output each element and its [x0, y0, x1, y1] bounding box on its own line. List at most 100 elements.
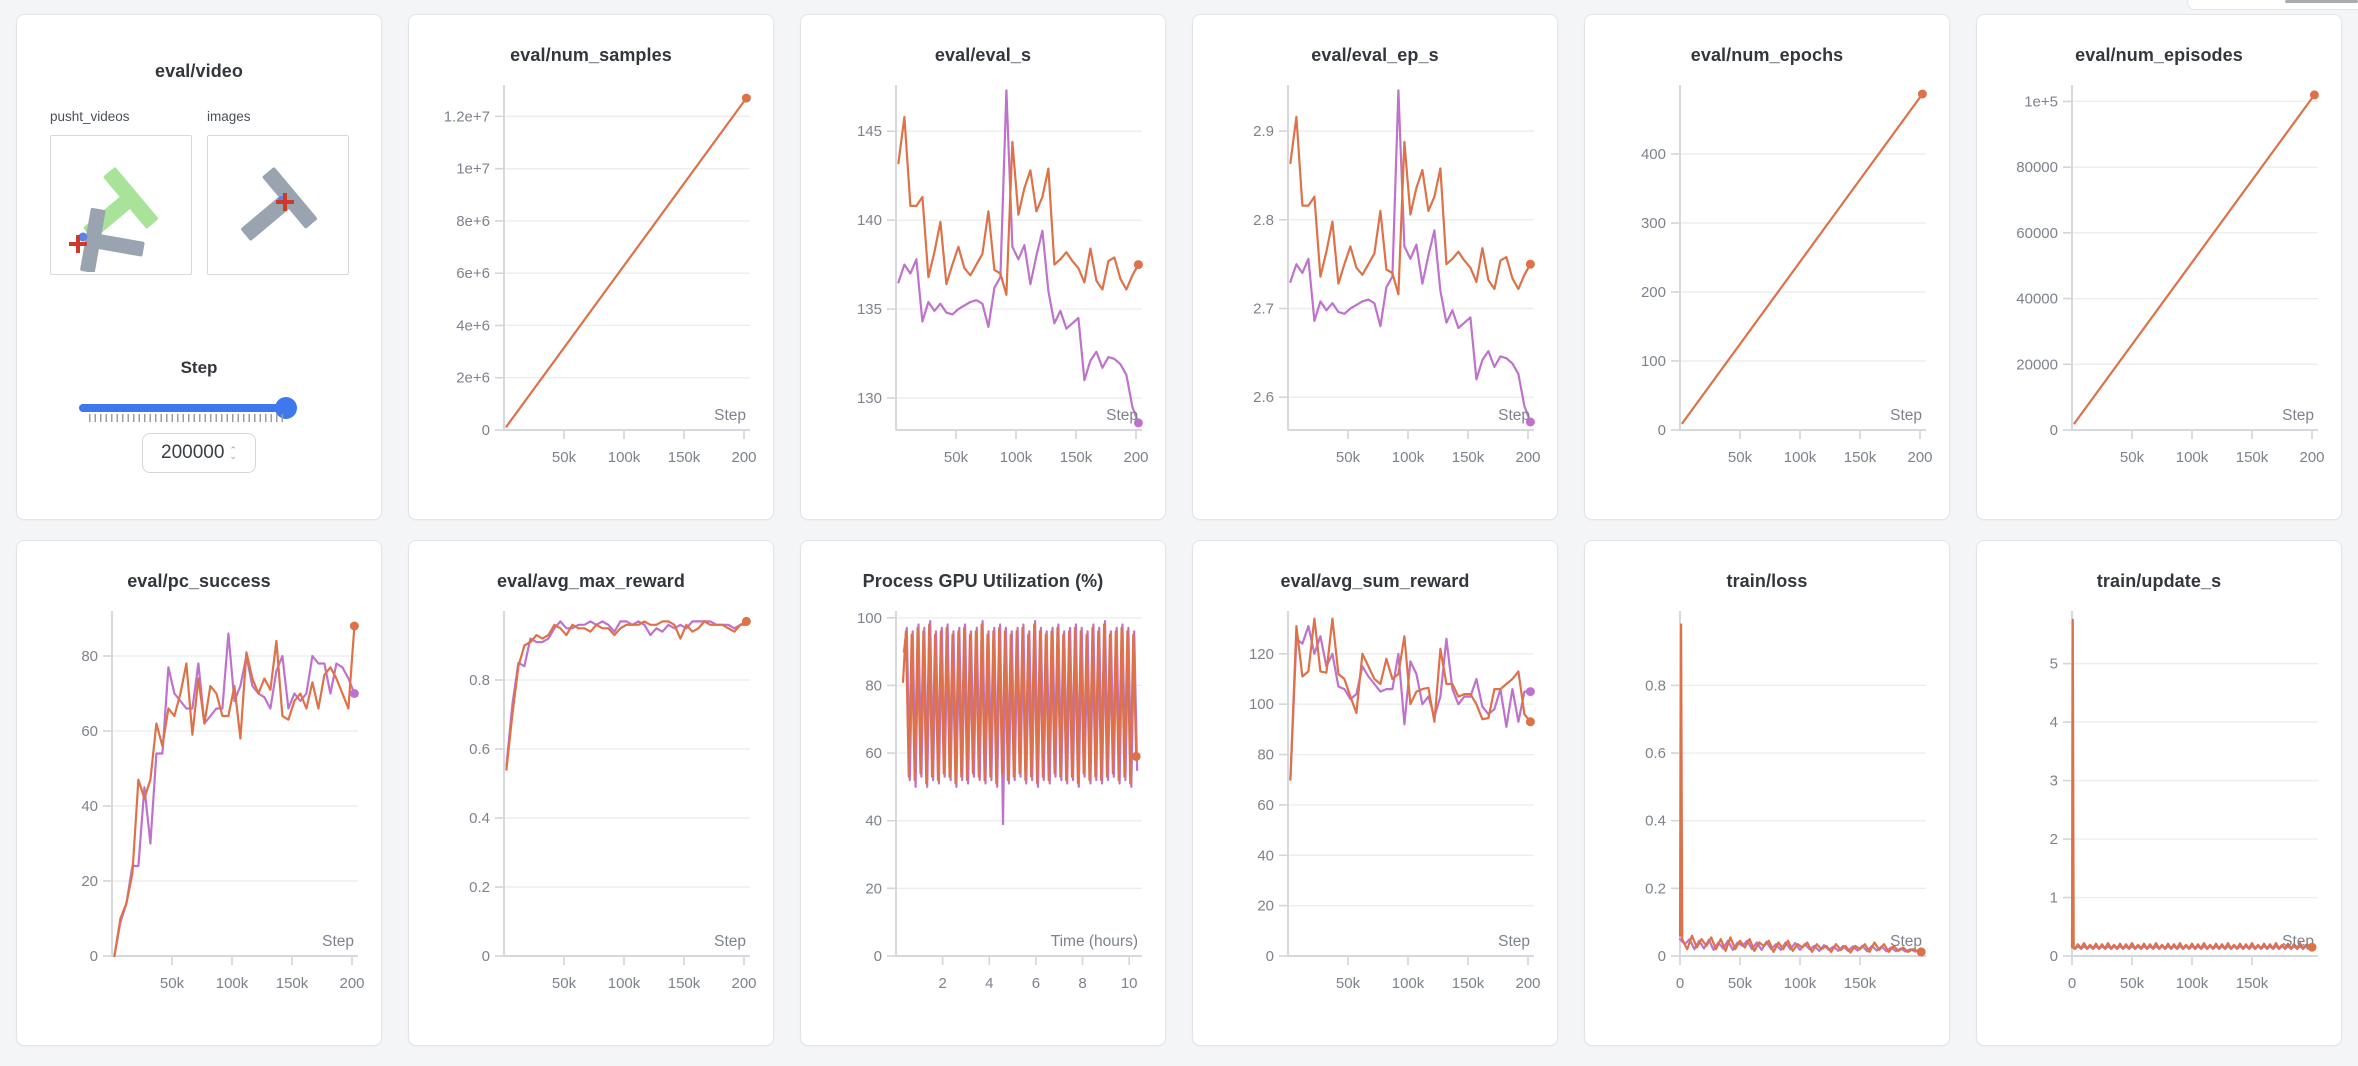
- images-frame: [241, 167, 318, 241]
- y-tick-label: 3: [2050, 773, 2058, 790]
- media-thumb-pusht-videos[interactable]: [50, 135, 192, 275]
- y-tick-label: 40000: [2016, 291, 2058, 308]
- x-tick-label: 4: [985, 975, 993, 992]
- x-axis-label: Step: [1498, 407, 1530, 424]
- chart-canvas-eval-eval-ep-s: 2.6 2.7 2.8 2.9 50k 100k 150k 200 Step: [1253, 85, 1541, 466]
- x-tick-label: 100k: [608, 975, 641, 992]
- chart-body: 0 20000 40000 60000 80000 1e+5 50k 100k 150k 200 S…: [1977, 70, 2341, 495]
- y-tick-label: 4: [2050, 714, 2058, 731]
- series-line-orange: [897, 115, 1140, 296]
- x-tick-label: 200: [731, 449, 756, 466]
- series-end-dot-purple: [1525, 417, 1535, 427]
- series-line-orange: [505, 620, 748, 771]
- y-tick-label: 0.2: [1645, 880, 1666, 897]
- chart-panel-eval-avg-sum-reward[interactable]: eval/avg_sum_reward 0 20 40 60 80 100 120 50k 10…: [1192, 540, 1558, 1046]
- scrollbar-fragment[interactable]: [2285, 0, 2358, 3]
- y-tick-label: 2.8: [1253, 212, 1274, 229]
- chart-panel-eval-pc-success[interactable]: eval/pc_success 0 20 40 60 80 50k 100k 150k 200 S…: [16, 540, 382, 1046]
- y-tick-label: 0.8: [1645, 677, 1666, 694]
- chart-canvas-train-loss: 0 0.2 0.4 0.6 0.8 0 50k 100k 150k Step: [1645, 611, 1926, 992]
- x-tick-label: 50k: [552, 449, 577, 466]
- x-tick-label: 150k: [2236, 975, 2269, 992]
- y-tick-label: 300: [1641, 215, 1666, 232]
- x-tick-label: 150k: [276, 975, 309, 992]
- stepper-down-icon[interactable]: ⌄: [229, 451, 237, 461]
- y-tick-label: 2.6: [1253, 389, 1274, 406]
- chart-panel-eval-num-samples[interactable]: eval/num_samples 0 2e+6 4e+6 6e+6 8e+6 1e+7 1.…: [408, 14, 774, 520]
- chart-panel-eval-num-episodes[interactable]: eval/num_episodes 0 20000 40000 60000 80000 1…: [1976, 14, 2342, 520]
- series-end-dot-orange: [1916, 947, 1926, 957]
- gray-t-shape: [241, 167, 318, 241]
- pusht-video-frame: [69, 167, 159, 273]
- x-axis-label: Step: [1498, 933, 1530, 950]
- chart-panel-eval-num-epochs[interactable]: eval/num_epochs 0 100 200 300 400 50k 100k 150k…: [1584, 14, 1950, 520]
- stepper-up-icon[interactable]: ⌃: [229, 445, 237, 455]
- gray-t-shape: [80, 207, 145, 273]
- x-tick-label: 150k: [2236, 449, 2269, 466]
- chart-panel-train-loss[interactable]: train/loss 0 0.2 0.4 0.6 0.8 0 50k 100k 150k Step: [1584, 540, 1950, 1046]
- chart-panel-eval-eval-ep-s[interactable]: eval/eval_ep_s 2.6 2.7 2.8 2.9 50k 100k 150k 20…: [1192, 14, 1558, 520]
- series-end-dot-orange: [1525, 717, 1535, 727]
- chart-title: Process GPU Utilization (%): [862, 571, 1104, 591]
- y-tick-label: 200: [1641, 284, 1666, 301]
- y-tick-label: 8e+6: [456, 213, 490, 230]
- chart-body: 2.6 2.7 2.8 2.9 50k 100k 150k 200 Step: [1193, 70, 1557, 495]
- series-line-purple: [897, 89, 1140, 424]
- y-tick-label: 1: [2050, 890, 2058, 907]
- x-tick-label: 50k: [1336, 975, 1361, 992]
- chart-canvas-eval-num-samples: 0 2e+6 4e+6 6e+6 8e+6 1e+7 1.2e+7 50k 100k 150k 20…: [444, 85, 757, 466]
- partial-panel-above: [2187, 0, 2358, 10]
- x-axis-label: Step: [714, 933, 746, 950]
- y-tick-label: 1.2e+7: [444, 108, 490, 125]
- chart-body: 130 135 140 145 50k 100k 150k 200 Step: [801, 70, 1165, 495]
- x-tick-label: 150k: [1060, 449, 1093, 466]
- series-line-orange: [1681, 92, 1924, 425]
- y-tick-label: 60: [81, 723, 98, 740]
- series-end-dot-orange: [1525, 259, 1535, 269]
- x-axis-label: Time (hours): [1051, 933, 1138, 950]
- slider-track[interactable]: [79, 397, 297, 419]
- chart-body: 0 100 200 300 400 50k 100k 150k 200 Step: [1585, 70, 1949, 495]
- x-tick-label: 50k: [1728, 449, 1753, 466]
- chart-panel-eval-eval-s[interactable]: eval/eval_s 130 135 140 145 50k 100k 150k 200 St…: [800, 14, 1166, 520]
- y-tick-label: 2: [2050, 831, 2058, 848]
- step-slider[interactable]: [79, 397, 297, 419]
- x-axis-label: Step: [322, 933, 354, 950]
- y-tick-label: 100: [1249, 696, 1274, 713]
- x-axis-label: Step: [2282, 407, 2314, 424]
- series-end-dot-orange: [741, 616, 751, 626]
- media-thumb-images[interactable]: [207, 135, 349, 275]
- y-tick-label: 0: [482, 422, 490, 439]
- chart-panel-eval-avg-max-reward[interactable]: eval/avg_max_reward 0 0.2 0.4 0.6 0.8 50k 100k…: [408, 540, 774, 1046]
- media-panel-eval-video[interactable]: eval/video pusht_videos images: [16, 14, 382, 520]
- y-tick-label: 40: [81, 798, 98, 815]
- step-input-value[interactable]: 200000: [161, 442, 225, 463]
- y-tick-label: 0.6: [1645, 745, 1666, 762]
- chart-canvas-train-update-s: 0 1 2 3 4 5 0 50k 100k 150k Step: [2050, 611, 2318, 992]
- y-tick-label: 6e+6: [456, 265, 490, 282]
- chart-title: eval/num_epochs: [1690, 45, 1844, 65]
- series-end-dot-orange: [741, 93, 751, 103]
- x-tick-label: 100k: [1392, 449, 1425, 466]
- slider-handle[interactable]: [275, 397, 297, 419]
- chart-panel-train-update-s[interactable]: train/update_s 0 1 2 3 4 5 0 50k 100k 150k Step: [1976, 540, 2342, 1046]
- slider-tick-ruler: [89, 414, 287, 422]
- step-input[interactable]: 200000 ⌃ ⌄: [142, 433, 256, 473]
- y-tick-label: 40: [865, 813, 882, 830]
- series-end-dot-orange: [2307, 942, 2317, 952]
- series-end-dot-purple: [1133, 418, 1143, 428]
- x-axis-label: Step: [2282, 933, 2314, 950]
- x-tick-label: 6: [1032, 975, 1040, 992]
- y-tick-label: 0: [90, 948, 98, 965]
- y-tick-label: 400: [1641, 146, 1666, 163]
- x-axis-label: Step: [1106, 407, 1138, 424]
- y-tick-label: 0.4: [1645, 813, 1666, 830]
- series-line-orange: [113, 624, 356, 958]
- target-cross: [69, 235, 87, 253]
- y-tick-label: 0.8: [469, 672, 490, 689]
- x-tick-label: 150k: [1844, 449, 1877, 466]
- y-tick-label: 2.9: [1253, 123, 1274, 140]
- stepper-arrows[interactable]: ⌃ ⌄: [229, 445, 237, 461]
- chart-panel-process-gpu-utilization[interactable]: Process GPU Utilization (%) 0 20 40 60 80 100…: [800, 540, 1166, 1046]
